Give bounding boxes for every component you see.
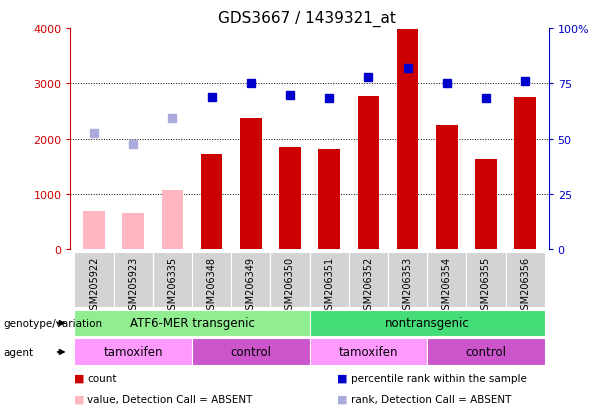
Bar <box>74 252 113 308</box>
Text: tamoxifen: tamoxifen <box>104 346 163 358</box>
Bar <box>397 30 418 250</box>
Text: GSM206349: GSM206349 <box>246 256 256 315</box>
Bar <box>201 155 223 250</box>
Text: GSM206335: GSM206335 <box>167 256 177 316</box>
Bar <box>318 150 340 250</box>
Bar <box>74 339 192 366</box>
Text: count: count <box>87 373 116 383</box>
Bar <box>388 252 427 308</box>
Bar <box>475 159 497 250</box>
Text: GSM206356: GSM206356 <box>520 256 530 316</box>
Text: ATF6-MER transgenic: ATF6-MER transgenic <box>129 317 254 330</box>
Bar <box>192 339 310 366</box>
Bar <box>231 252 270 308</box>
Text: GDS3667 / 1439321_at: GDS3667 / 1439321_at <box>218 10 395 26</box>
Text: control: control <box>230 346 272 358</box>
Text: ■: ■ <box>74 373 84 383</box>
Bar <box>83 211 105 250</box>
Text: GSM205923: GSM205923 <box>128 256 138 316</box>
Bar <box>349 252 388 308</box>
Text: tamoxifen: tamoxifen <box>338 346 398 358</box>
Bar <box>514 98 536 250</box>
Bar <box>357 96 379 250</box>
Text: ■: ■ <box>337 394 348 404</box>
Text: GSM206353: GSM206353 <box>403 256 413 316</box>
Text: GSM206348: GSM206348 <box>207 256 216 315</box>
Bar <box>427 339 545 366</box>
Text: GSM206355: GSM206355 <box>481 256 491 316</box>
Bar <box>270 252 310 308</box>
Text: genotype/variation: genotype/variation <box>3 318 102 328</box>
Text: percentile rank within the sample: percentile rank within the sample <box>351 373 527 383</box>
Bar <box>192 252 231 308</box>
Text: GSM206352: GSM206352 <box>364 256 373 316</box>
Bar <box>310 339 427 366</box>
Bar <box>74 310 310 337</box>
Bar <box>436 126 457 250</box>
Text: agent: agent <box>3 347 33 357</box>
Text: rank, Detection Call = ABSENT: rank, Detection Call = ABSENT <box>351 394 511 404</box>
Bar <box>427 252 466 308</box>
Bar <box>310 252 349 308</box>
Bar <box>123 214 144 250</box>
Bar <box>113 252 153 308</box>
Text: ■: ■ <box>74 394 84 404</box>
Bar <box>466 252 506 308</box>
Text: ■: ■ <box>337 373 348 383</box>
Text: GSM206354: GSM206354 <box>442 256 452 316</box>
Bar <box>310 310 545 337</box>
Bar <box>506 252 545 308</box>
Text: GSM206351: GSM206351 <box>324 256 334 316</box>
Bar <box>279 148 301 250</box>
Bar <box>153 252 192 308</box>
Text: control: control <box>465 346 506 358</box>
Text: nontransgenic: nontransgenic <box>385 317 470 330</box>
Text: value, Detection Call = ABSENT: value, Detection Call = ABSENT <box>87 394 253 404</box>
Bar <box>240 119 262 250</box>
Text: GSM205922: GSM205922 <box>89 256 99 316</box>
Bar <box>162 190 183 250</box>
Text: GSM206350: GSM206350 <box>285 256 295 316</box>
